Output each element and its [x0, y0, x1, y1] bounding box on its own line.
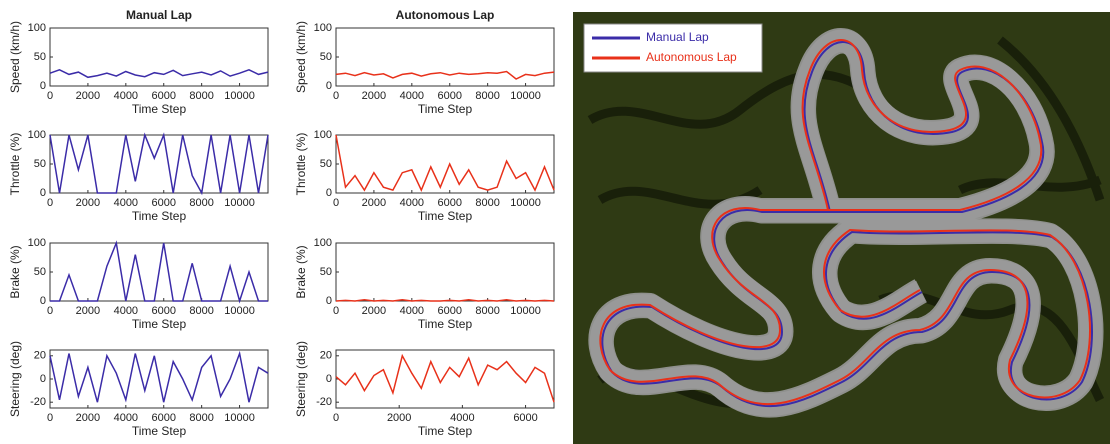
x-tick-label: 8000: [189, 305, 213, 317]
y-tick-label: 0: [40, 80, 46, 92]
x-tick-label: 4000: [400, 197, 424, 209]
y-tick-label: 50: [320, 51, 332, 63]
y-tick-label: 100: [314, 129, 332, 141]
y-axis-label: Steering (deg): [8, 341, 22, 417]
x-tick-label: 10000: [224, 197, 255, 209]
x-tick-label: 6000: [151, 197, 175, 209]
x-tick-label: 2000: [76, 412, 100, 424]
y-tick-label: 0: [326, 187, 332, 199]
legend-label: Manual Lap: [646, 30, 709, 44]
y-tick-label: 50: [320, 266, 332, 278]
x-axis-label: Time Step: [418, 209, 473, 223]
x-tick-label: 4000: [400, 305, 424, 317]
x-tick-label: 6000: [151, 90, 175, 102]
x-tick-label: 6000: [151, 412, 175, 424]
y-tick-label: 50: [34, 51, 46, 63]
x-tick-label: 8000: [475, 90, 499, 102]
x-tick-label: 2000: [362, 197, 386, 209]
x-tick-label: 0: [47, 90, 53, 102]
x-axis-label: Time Step: [418, 424, 473, 438]
x-tick-label: 8000: [475, 305, 499, 317]
y-axis-label: Speed (km/h): [8, 21, 22, 93]
x-tick-label: 0: [333, 197, 339, 209]
y-tick-label: 50: [320, 158, 332, 170]
y-tick-label: 20: [320, 350, 332, 362]
y-tick-label: 0: [40, 373, 46, 385]
chart-title: Manual Lap: [126, 8, 192, 22]
x-tick-label: 2000: [76, 305, 100, 317]
x-tick-label: 10000: [224, 412, 255, 424]
y-tick-label: -20: [316, 396, 332, 408]
x-tick-label: 2000: [76, 197, 100, 209]
y-tick-label: 20: [34, 350, 46, 362]
y-tick-label: 0: [326, 373, 332, 385]
y-tick-label: 50: [34, 266, 46, 278]
x-axis-label: Time Step: [132, 102, 187, 116]
x-tick-label: 10000: [510, 90, 541, 102]
x-tick-label: 6000: [437, 197, 461, 209]
y-axis-label: Brake (%): [294, 245, 308, 298]
x-tick-label: 4000: [114, 90, 138, 102]
x-tick-label: 8000: [475, 197, 499, 209]
y-tick-label: 100: [28, 237, 46, 249]
x-axis-label: Time Step: [132, 209, 187, 223]
x-tick-label: 8000: [189, 90, 213, 102]
plot-area: [336, 243, 554, 301]
y-axis-label: Speed (km/h): [294, 21, 308, 93]
x-tick-label: 0: [333, 412, 339, 424]
x-tick-label: 4000: [114, 412, 138, 424]
chart-title: Autonomous Lap: [396, 8, 495, 22]
x-tick-label: 6000: [437, 90, 461, 102]
y-axis-label: Throttle (%): [8, 133, 22, 196]
y-tick-label: 50: [34, 158, 46, 170]
x-tick-label: 2000: [387, 412, 411, 424]
y-axis-label: Throttle (%): [294, 133, 308, 196]
track-map: Manual Lap Autonomous Lap: [573, 12, 1110, 444]
x-tick-label: 0: [47, 305, 53, 317]
x-axis-label: Time Step: [132, 424, 187, 438]
x-tick-label: 4000: [450, 412, 474, 424]
x-tick-label: 6000: [151, 305, 175, 317]
y-tick-label: 100: [28, 129, 46, 141]
x-axis-label: Time Step: [418, 102, 473, 116]
x-tick-label: 10000: [510, 305, 541, 317]
x-tick-label: 2000: [362, 305, 386, 317]
y-axis-label: Brake (%): [8, 245, 22, 298]
y-tick-label: 0: [326, 80, 332, 92]
x-axis-label: Time Step: [132, 317, 187, 331]
x-tick-label: 0: [333, 90, 339, 102]
y-tick-label: -20: [30, 396, 46, 408]
y-tick-label: 100: [314, 237, 332, 249]
x-tick-label: 10000: [224, 305, 255, 317]
plot-area: [336, 135, 554, 193]
y-tick-label: 100: [28, 22, 46, 34]
x-axis-label: Time Step: [418, 317, 473, 331]
y-tick-label: 0: [40, 187, 46, 199]
x-tick-label: 8000: [189, 412, 213, 424]
figure: Manual Lap Autonomous Lap 05010002000400…: [0, 0, 1110, 444]
x-tick-label: 8000: [189, 197, 213, 209]
x-tick-label: 4000: [114, 305, 138, 317]
x-tick-label: 0: [47, 197, 53, 209]
x-tick-label: 4000: [114, 197, 138, 209]
y-axis-label: Steering (deg): [294, 341, 308, 417]
x-tick-label: 0: [333, 305, 339, 317]
plot-area: [50, 28, 268, 86]
y-tick-label: 0: [326, 295, 332, 307]
y-tick-label: 0: [40, 295, 46, 307]
x-tick-label: 4000: [400, 90, 424, 102]
x-tick-label: 6000: [513, 412, 537, 424]
legend-label: Autonomous Lap: [646, 50, 737, 64]
x-tick-label: 2000: [362, 90, 386, 102]
x-tick-label: 0: [47, 412, 53, 424]
x-tick-label: 2000: [76, 90, 100, 102]
line: [336, 300, 554, 301]
x-tick-label: 10000: [224, 90, 255, 102]
y-tick-label: 100: [314, 22, 332, 34]
x-tick-label: 6000: [437, 305, 461, 317]
x-tick-label: 10000: [510, 197, 541, 209]
